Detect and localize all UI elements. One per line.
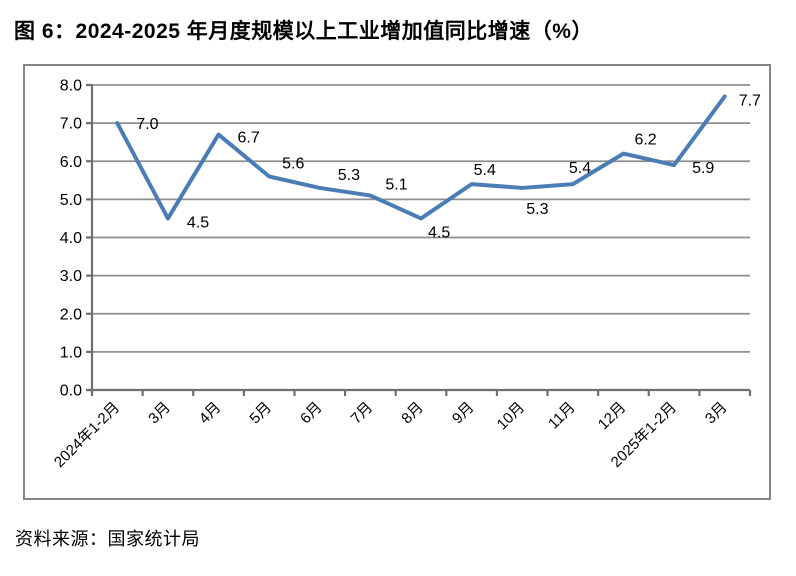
- data-point-label: 4.5: [428, 224, 450, 241]
- figure-title: 图 6：2024-2025 年月度规模以上工业增加值同比增速（%）: [14, 20, 593, 43]
- source-note: 资料来源：国家统计局: [15, 529, 200, 549]
- x-tick-label: 12月: [595, 399, 629, 433]
- data-point-label: 7.7: [739, 92, 761, 109]
- x-tick-label: 11月: [545, 399, 579, 433]
- data-point-label: 4.5: [187, 214, 209, 231]
- line-chart: 0.0 1.0 2.0 3.0 4.0 5.0 6.0 7.0 8.0 2024年1-2月 3月 4月…: [51, 78, 761, 471]
- data-point-label: 5.1: [385, 177, 407, 194]
- x-tick-label: 8月: [398, 399, 427, 428]
- y-tick-label: 5.0: [60, 192, 82, 209]
- x-tick-label: 10月: [494, 399, 528, 433]
- data-point-label: 5.3: [526, 201, 548, 218]
- x-tick-label: 3月: [702, 399, 731, 428]
- y-tick-label: 2.0: [60, 306, 82, 323]
- x-tick-label: 6月: [297, 399, 326, 428]
- y-tick-label: 4.0: [60, 230, 82, 247]
- data-point-label: 5.4: [569, 160, 591, 177]
- data-point-label: 5.3: [338, 167, 360, 184]
- data-point-label: 6.7: [238, 130, 260, 147]
- x-tick-label: 2024年1-2月: [51, 399, 123, 471]
- chart-area: 0.0 1.0 2.0 3.0 4.0 5.0 6.0 7.0 8.0 2024年1-2月 3月 4月…: [23, 64, 771, 500]
- y-tick-label: 0.0: [60, 383, 82, 400]
- data-point-label: 5.9: [692, 160, 714, 177]
- x-tick-label: 7月: [348, 399, 377, 428]
- data-point-label: 5.6: [282, 156, 304, 173]
- y-tick-label: 8.0: [60, 78, 82, 95]
- data-point-label: 5.4: [474, 162, 496, 179]
- y-tick-label: 7.0: [60, 116, 82, 133]
- x-tick-label: 5月: [246, 399, 275, 428]
- x-tick-label: 3月: [145, 399, 174, 428]
- data-point-label: 6.2: [634, 132, 656, 149]
- series-line: [115, 94, 727, 221]
- y-tick-label: 1.0: [60, 344, 82, 361]
- x-tick-label: 9月: [449, 399, 478, 428]
- y-tick-label: 3.0: [60, 268, 82, 285]
- y-tick-label: 6.0: [60, 154, 82, 171]
- x-tick-label: 4月: [196, 399, 225, 428]
- data-point-label: 7.0: [136, 116, 158, 133]
